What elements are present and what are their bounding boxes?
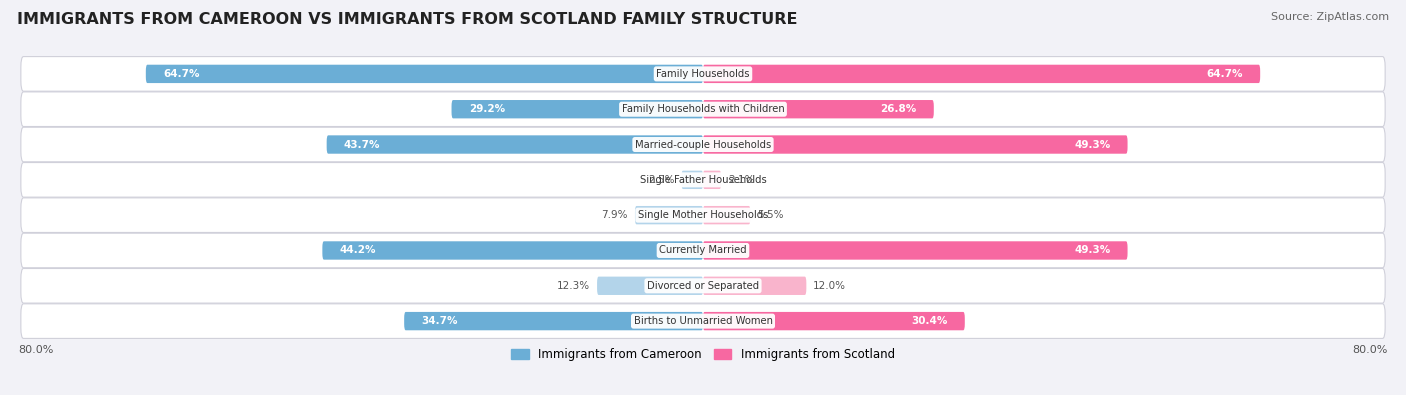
Legend: Immigrants from Cameroon, Immigrants from Scotland: Immigrants from Cameroon, Immigrants fro… bbox=[506, 343, 900, 366]
Text: 29.2%: 29.2% bbox=[468, 104, 505, 114]
Text: 49.3%: 49.3% bbox=[1074, 139, 1111, 150]
FancyBboxPatch shape bbox=[598, 276, 703, 295]
Text: Source: ZipAtlas.com: Source: ZipAtlas.com bbox=[1271, 12, 1389, 22]
FancyBboxPatch shape bbox=[703, 206, 751, 224]
Text: Currently Married: Currently Married bbox=[659, 245, 747, 256]
Text: 64.7%: 64.7% bbox=[163, 69, 200, 79]
FancyBboxPatch shape bbox=[21, 198, 1385, 233]
FancyBboxPatch shape bbox=[636, 206, 703, 224]
Text: Married-couple Households: Married-couple Households bbox=[636, 139, 770, 150]
Text: Single Father Households: Single Father Households bbox=[640, 175, 766, 185]
Text: IMMIGRANTS FROM CAMEROON VS IMMIGRANTS FROM SCOTLAND FAMILY STRUCTURE: IMMIGRANTS FROM CAMEROON VS IMMIGRANTS F… bbox=[17, 12, 797, 27]
FancyBboxPatch shape bbox=[21, 233, 1385, 268]
Text: 5.5%: 5.5% bbox=[758, 210, 783, 220]
Text: 80.0%: 80.0% bbox=[1353, 345, 1388, 355]
Text: 12.0%: 12.0% bbox=[813, 281, 846, 291]
FancyBboxPatch shape bbox=[703, 100, 934, 118]
Text: Family Households with Children: Family Households with Children bbox=[621, 104, 785, 114]
Text: Divorced or Separated: Divorced or Separated bbox=[647, 281, 759, 291]
Text: 49.3%: 49.3% bbox=[1074, 245, 1111, 256]
Text: 7.9%: 7.9% bbox=[602, 210, 628, 220]
FancyBboxPatch shape bbox=[703, 171, 721, 189]
FancyBboxPatch shape bbox=[703, 312, 965, 330]
FancyBboxPatch shape bbox=[322, 241, 703, 260]
Text: 44.2%: 44.2% bbox=[340, 245, 375, 256]
Text: Family Households: Family Households bbox=[657, 69, 749, 79]
FancyBboxPatch shape bbox=[21, 162, 1385, 197]
FancyBboxPatch shape bbox=[326, 135, 703, 154]
Text: 30.4%: 30.4% bbox=[911, 316, 948, 326]
FancyBboxPatch shape bbox=[146, 65, 703, 83]
FancyBboxPatch shape bbox=[21, 304, 1385, 339]
Text: Single Mother Households: Single Mother Households bbox=[638, 210, 768, 220]
Text: Births to Unmarried Women: Births to Unmarried Women bbox=[634, 316, 772, 326]
FancyBboxPatch shape bbox=[21, 92, 1385, 126]
Text: 2.1%: 2.1% bbox=[728, 175, 755, 185]
Text: 34.7%: 34.7% bbox=[422, 316, 458, 326]
FancyBboxPatch shape bbox=[21, 269, 1385, 303]
Text: 80.0%: 80.0% bbox=[18, 345, 53, 355]
Text: 12.3%: 12.3% bbox=[557, 281, 591, 291]
Text: 2.5%: 2.5% bbox=[648, 175, 675, 185]
FancyBboxPatch shape bbox=[703, 135, 1128, 154]
Text: 64.7%: 64.7% bbox=[1206, 69, 1243, 79]
FancyBboxPatch shape bbox=[703, 276, 807, 295]
Text: 26.8%: 26.8% bbox=[880, 104, 917, 114]
FancyBboxPatch shape bbox=[703, 241, 1128, 260]
FancyBboxPatch shape bbox=[21, 56, 1385, 91]
FancyBboxPatch shape bbox=[404, 312, 703, 330]
Text: 43.7%: 43.7% bbox=[344, 139, 381, 150]
FancyBboxPatch shape bbox=[451, 100, 703, 118]
FancyBboxPatch shape bbox=[21, 127, 1385, 162]
FancyBboxPatch shape bbox=[682, 171, 703, 189]
FancyBboxPatch shape bbox=[703, 65, 1260, 83]
